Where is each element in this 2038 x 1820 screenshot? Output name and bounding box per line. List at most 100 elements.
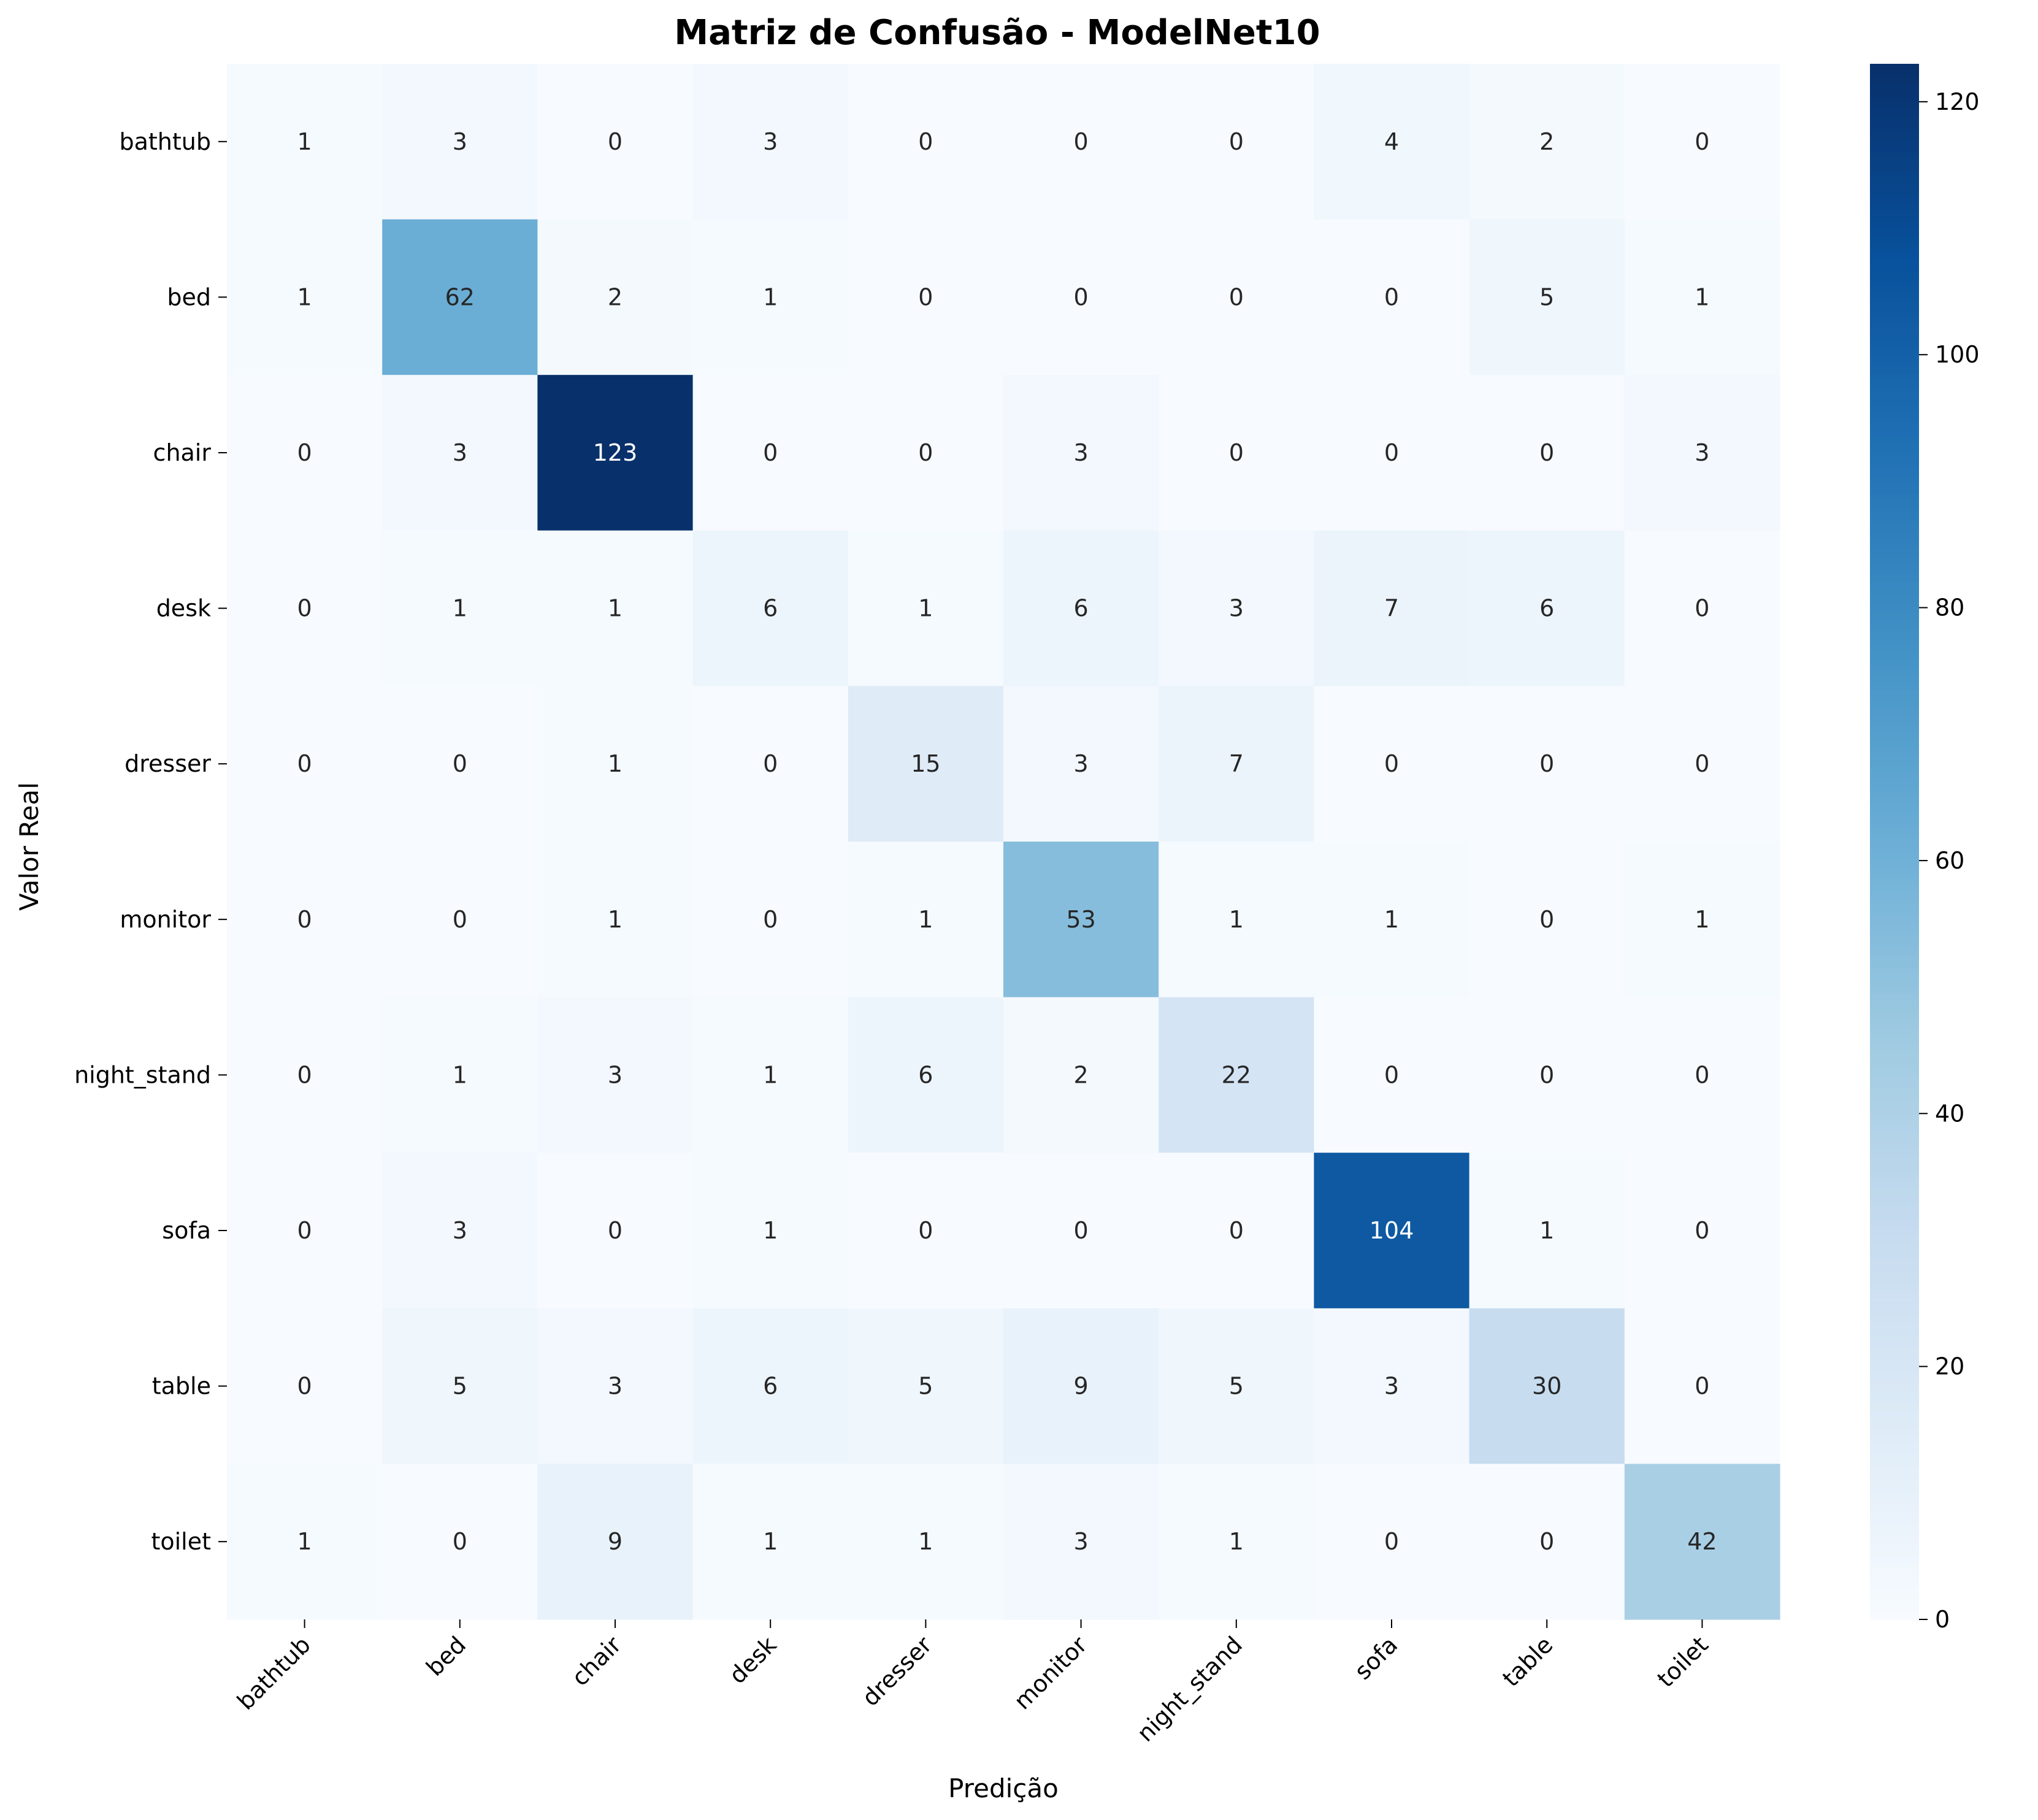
y-axis-label: Valor Real	[14, 782, 44, 911]
colorbar-segment	[1870, 1372, 1919, 1380]
heatmap-cell	[692, 1464, 849, 1620]
heatmap-cell	[1314, 64, 1470, 220]
colorbar-segment	[1870, 999, 1919, 1007]
cell-value-label: 0	[1229, 1217, 1244, 1244]
colorbar-segment	[1870, 1272, 1919, 1278]
cell-value-label: 22	[1222, 1061, 1251, 1088]
heatmap-cell	[382, 1308, 538, 1464]
colorbar-segment	[1870, 715, 1919, 722]
cell-value-label: 1	[918, 906, 933, 933]
colorbar-segment	[1870, 721, 1919, 729]
colorbar-tick-label: 0	[1935, 1606, 1950, 1633]
colorbar-segment	[1870, 177, 1919, 185]
y-tick-label: dresser	[125, 750, 211, 777]
heatmap-cell	[1314, 842, 1470, 998]
colorbar-segment	[1870, 823, 1919, 829]
cell-value-label: 62	[445, 283, 475, 310]
colorbar-segment	[1870, 1454, 1919, 1462]
colorbar-segment	[1870, 317, 1919, 324]
colorbar-segment	[1870, 1056, 1919, 1064]
cell-value-label: 3	[608, 1373, 623, 1400]
colorbar-segment	[1870, 1253, 1919, 1259]
heatmap-cell	[1159, 686, 1314, 842]
cell-value-label: 1	[608, 906, 623, 933]
heatmap-cell	[1003, 997, 1159, 1153]
colorbar-segment	[1870, 76, 1919, 83]
colorbar-segment	[1870, 1549, 1919, 1557]
colorbar-segment	[1870, 1417, 1919, 1424]
heatmap-cell	[1314, 1308, 1470, 1464]
heatmap-cell	[1624, 1308, 1780, 1464]
colorbar-segment	[1870, 1391, 1919, 1399]
cell-value-label: 0	[608, 1217, 623, 1244]
colorbar-segment	[1870, 1600, 1919, 1607]
heatmap-cell	[1469, 219, 1625, 375]
heatmap-cell	[692, 686, 849, 842]
colorbar-segment	[1870, 658, 1919, 665]
cell-value-label: 1	[763, 1061, 778, 1088]
colorbar-segment	[1870, 1480, 1919, 1488]
cell-value-label: 0	[1074, 128, 1089, 155]
colorbar-segment	[1870, 1461, 1919, 1469]
colorbar-segment	[1870, 152, 1919, 159]
colorbar-segment	[1870, 1335, 1919, 1342]
colorbar-segment	[1870, 1208, 1919, 1215]
colorbar-segment	[1870, 1511, 1919, 1519]
cell-value-label: 0	[1074, 283, 1089, 310]
heatmap-cell	[1159, 1308, 1314, 1464]
heatmap-cell	[537, 1308, 694, 1464]
colorbar-segment	[1870, 512, 1919, 520]
colorbar-segment	[1870, 1524, 1919, 1532]
cell-value-label: 5	[453, 1373, 467, 1400]
colorbar-segment	[1870, 424, 1919, 431]
y-tick-labels: bathtub bed chair desk dresser monitor night_s…	[74, 128, 227, 1555]
cell-value-label: 3	[608, 1061, 623, 1088]
heatmap-cell	[692, 997, 849, 1153]
colorbar-segment	[1870, 336, 1919, 343]
heatmap-cell	[382, 530, 538, 686]
colorbar-segment	[1870, 898, 1919, 905]
colorbar-segment	[1870, 569, 1919, 577]
cell-value-label: 0	[1695, 750, 1709, 777]
colorbar-segment	[1870, 955, 1919, 962]
colorbar-segment	[1870, 645, 1919, 653]
colorbar-segment	[1870, 361, 1919, 368]
colorbar-segment	[1870, 1196, 1919, 1203]
cell-value-label: 53	[1066, 906, 1095, 933]
colorbar-segment	[1870, 1322, 1919, 1329]
heatmap-cell	[1159, 1464, 1314, 1620]
colorbar-tick-label: 120	[1935, 88, 1980, 115]
cell-value-label: 5	[1229, 1373, 1244, 1400]
colorbar-segment	[1870, 1341, 1919, 1348]
heatmap-cell	[692, 842, 849, 998]
colorbar-segment	[1870, 1202, 1919, 1209]
colorbar-segment	[1870, 924, 1919, 931]
colorbar-segment	[1870, 298, 1919, 305]
colorbar-segment	[1870, 329, 1919, 336]
cell-value-label: 0	[297, 906, 312, 933]
cell-value-label: 1	[918, 1528, 933, 1555]
colorbar-segment	[1870, 1177, 1919, 1184]
colorbar-segment	[1870, 974, 1919, 981]
colorbar-segment	[1870, 481, 1919, 488]
colorbar-segment	[1870, 64, 1919, 71]
colorbar-segment	[1870, 961, 1919, 969]
colorbar-segment	[1870, 1100, 1919, 1108]
heatmap-cell	[1624, 1464, 1780, 1620]
colorbar-segment	[1870, 171, 1919, 179]
colorbar-segment	[1870, 550, 1919, 558]
heatmap-cell	[382, 686, 538, 842]
heatmap-cell	[692, 64, 849, 220]
heatmap-cell	[1469, 1308, 1625, 1464]
colorbar-segment	[1870, 835, 1919, 842]
colorbar-segment	[1870, 1170, 1919, 1177]
colorbar-segment	[1870, 500, 1919, 507]
heatmap-grid: 1 3 0 3 0 0 0 4 2 01 62 2 1 0 0 0 0 5 10 3 123 0 0 3 0 0 0 30 1 1 6 1 6 3…	[227, 64, 1780, 1620]
colorbar-segment	[1870, 1215, 1919, 1222]
heatmap-cell	[382, 64, 538, 220]
heatmap-cell	[1159, 64, 1314, 220]
colorbar-segment	[1870, 310, 1919, 317]
colorbar-segment	[1870, 1138, 1919, 1146]
cell-value-label: 0	[918, 439, 933, 466]
cell-value-label: 3	[1229, 595, 1244, 622]
